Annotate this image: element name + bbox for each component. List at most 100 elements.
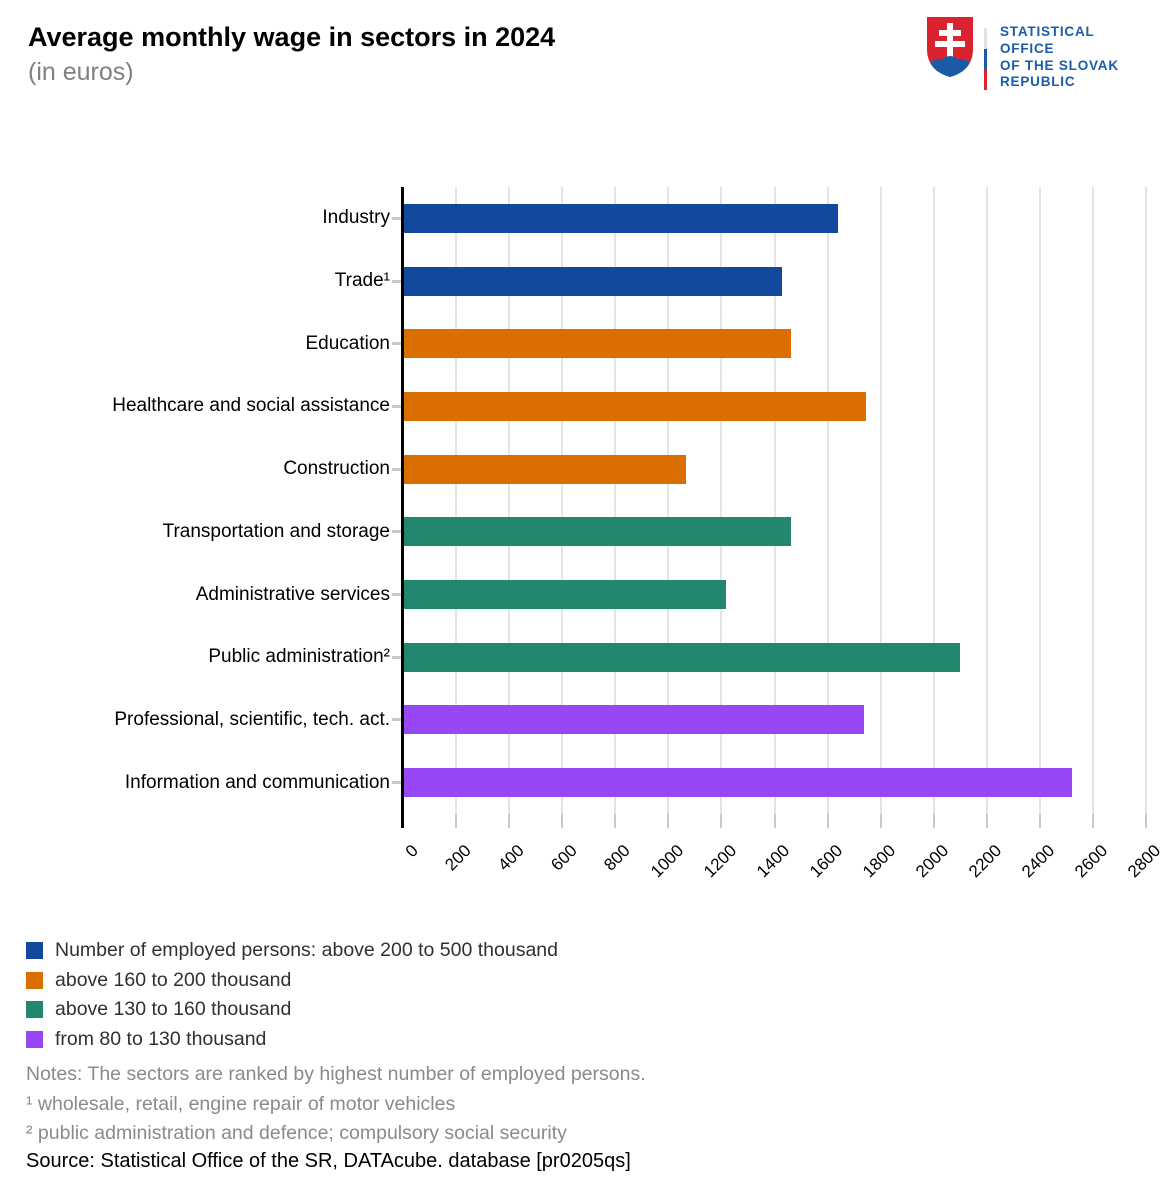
logo-org-name-line: REPUBLIC (1000, 74, 1076, 90)
gridline (932, 187, 935, 814)
x-axis-tick (932, 814, 935, 828)
bar-education (404, 329, 792, 359)
x-axis-tick (561, 814, 564, 828)
category-label-education: Education (305, 332, 390, 354)
y-axis-line (401, 187, 404, 828)
gridline (773, 187, 776, 814)
x-tick-label: 2600 (1071, 841, 1112, 882)
legend-label: from 80 to 130 thousand (55, 1027, 267, 1050)
legend-item: above 130 to 160 thousand (26, 995, 558, 1025)
gridline (561, 187, 564, 814)
y-axis-tick (392, 404, 401, 408)
legend-swatch-icon (26, 1030, 43, 1048)
footnote-1: ¹ wholesale, retail, engine repair of mo… (26, 1092, 456, 1115)
x-tick-label: 400 (494, 841, 528, 875)
logo-org-name-line: OFFICE (1000, 40, 1055, 56)
legend-item: from 80 to 130 thousand (26, 1025, 558, 1055)
gridline (614, 187, 617, 814)
page-title: Average monthly wage in sectors in 2024 (28, 22, 556, 52)
x-tick-label: 800 (600, 841, 634, 875)
y-axis-tick (392, 530, 401, 534)
gridline (826, 187, 829, 814)
x-tick-label: 2800 (1124, 841, 1165, 882)
bar-professional-scientific-tech-act (404, 705, 864, 735)
y-axis-tick (392, 718, 401, 722)
x-axis-tick (879, 814, 882, 828)
gridline (879, 187, 882, 814)
y-axis-tick (392, 593, 401, 597)
x-axis-tick (455, 814, 458, 828)
gridline (1091, 187, 1094, 814)
logo-org-name-line: STATISTICAL (1000, 24, 1095, 39)
footnote-2: ² public administration and defence; com… (26, 1122, 567, 1144)
legend-swatch-icon (26, 1001, 43, 1019)
notes-line: Notes: The sectors are ranked by highest… (26, 1063, 646, 1085)
x-tick-label: 1000 (646, 841, 687, 882)
x-axis-tick (985, 814, 988, 828)
legend-label: above 160 to 200 thousand (55, 968, 292, 991)
legend-label: Number of employed persons: above 200 to… (55, 939, 559, 962)
y-axis-tick (392, 467, 401, 471)
x-tick-label: 1600 (805, 841, 847, 882)
chart-notes: Notes: The sectors are ranked by highest… (26, 1060, 646, 1149)
gridline (1145, 187, 1147, 814)
legend-swatch-icon (26, 942, 43, 960)
x-axis-tick (773, 814, 776, 828)
category-label-construction: Construction (283, 458, 390, 480)
gridline (455, 187, 458, 814)
bar-healthcare-and-social-assistance (404, 391, 867, 421)
x-axis-tick (1145, 814, 1147, 828)
gridline (720, 187, 723, 814)
x-tick-label: 2200 (965, 841, 1006, 882)
x-axis-tick (508, 814, 511, 828)
logo-org-name: STATISTICAL OFFICE OF THE SLOVAK REPUBLI… (1000, 24, 1119, 91)
gridline (985, 187, 988, 814)
bar-trade (404, 266, 783, 296)
x-tick-label: 2000 (911, 841, 953, 882)
y-axis-tick (392, 342, 401, 346)
bar-transportation-and-storage (404, 517, 792, 547)
y-axis-tick (392, 655, 401, 659)
y-axis-tick (392, 781, 401, 785)
bar-administrative-services (404, 580, 727, 610)
legend-item: above 160 to 200 thousand (26, 966, 558, 996)
gridline (1038, 187, 1041, 814)
chart-legend: Number of employed persons: above 200 to… (26, 936, 558, 1054)
x-tick-label: 1400 (752, 841, 793, 882)
x-axis-tick (720, 814, 723, 828)
page-subtitle: (in euros) (28, 58, 134, 86)
category-label-professional-scientific-tech-act: Professional, scientific, tech. act. (114, 708, 390, 730)
logo-org-name-line: OF THE SLOVAK (1000, 57, 1119, 73)
gridline (667, 187, 670, 814)
x-tick-label: 200 (441, 841, 475, 875)
bar-public-administration (404, 642, 960, 672)
bar-information-and-communication (404, 768, 1072, 798)
x-axis-tick (667, 814, 670, 828)
category-label-healthcare-and-social-assistance: Healthcare and social assistance (112, 395, 390, 417)
legend-item: Number of employed persons: above 200 to… (26, 936, 558, 966)
x-tick-label: 1200 (699, 841, 740, 882)
y-axis-tick (392, 216, 401, 220)
x-axis-tick (1038, 814, 1041, 828)
category-label-transportation-and-storage: Transportation and storage (162, 520, 390, 542)
x-axis-tick (1091, 814, 1094, 828)
gridline (508, 187, 511, 814)
legend-label: above 130 to 160 thousand (55, 998, 292, 1021)
category-label-public-administration: Public administration² (208, 646, 390, 668)
bar-industry (404, 203, 838, 233)
x-axis-tick (826, 814, 829, 828)
bar-construction (404, 454, 686, 484)
source-line: Source: Statistical Office of the SR, DA… (26, 1150, 631, 1172)
y-axis-tick (392, 279, 401, 283)
logo-divider (984, 28, 987, 91)
x-tick-label: 600 (547, 841, 581, 875)
x-tick-label: 1800 (858, 841, 900, 882)
legend-swatch-icon (26, 971, 43, 989)
category-label-information-and-communication: Information and communication (124, 771, 390, 793)
category-label-trade: Trade¹ (334, 270, 390, 292)
x-axis-tick (614, 814, 617, 828)
category-label-administrative-services: Administrative services (195, 583, 390, 605)
x-tick-label: 2400 (1018, 841, 1059, 882)
category-label-industry: Industry (322, 207, 390, 229)
